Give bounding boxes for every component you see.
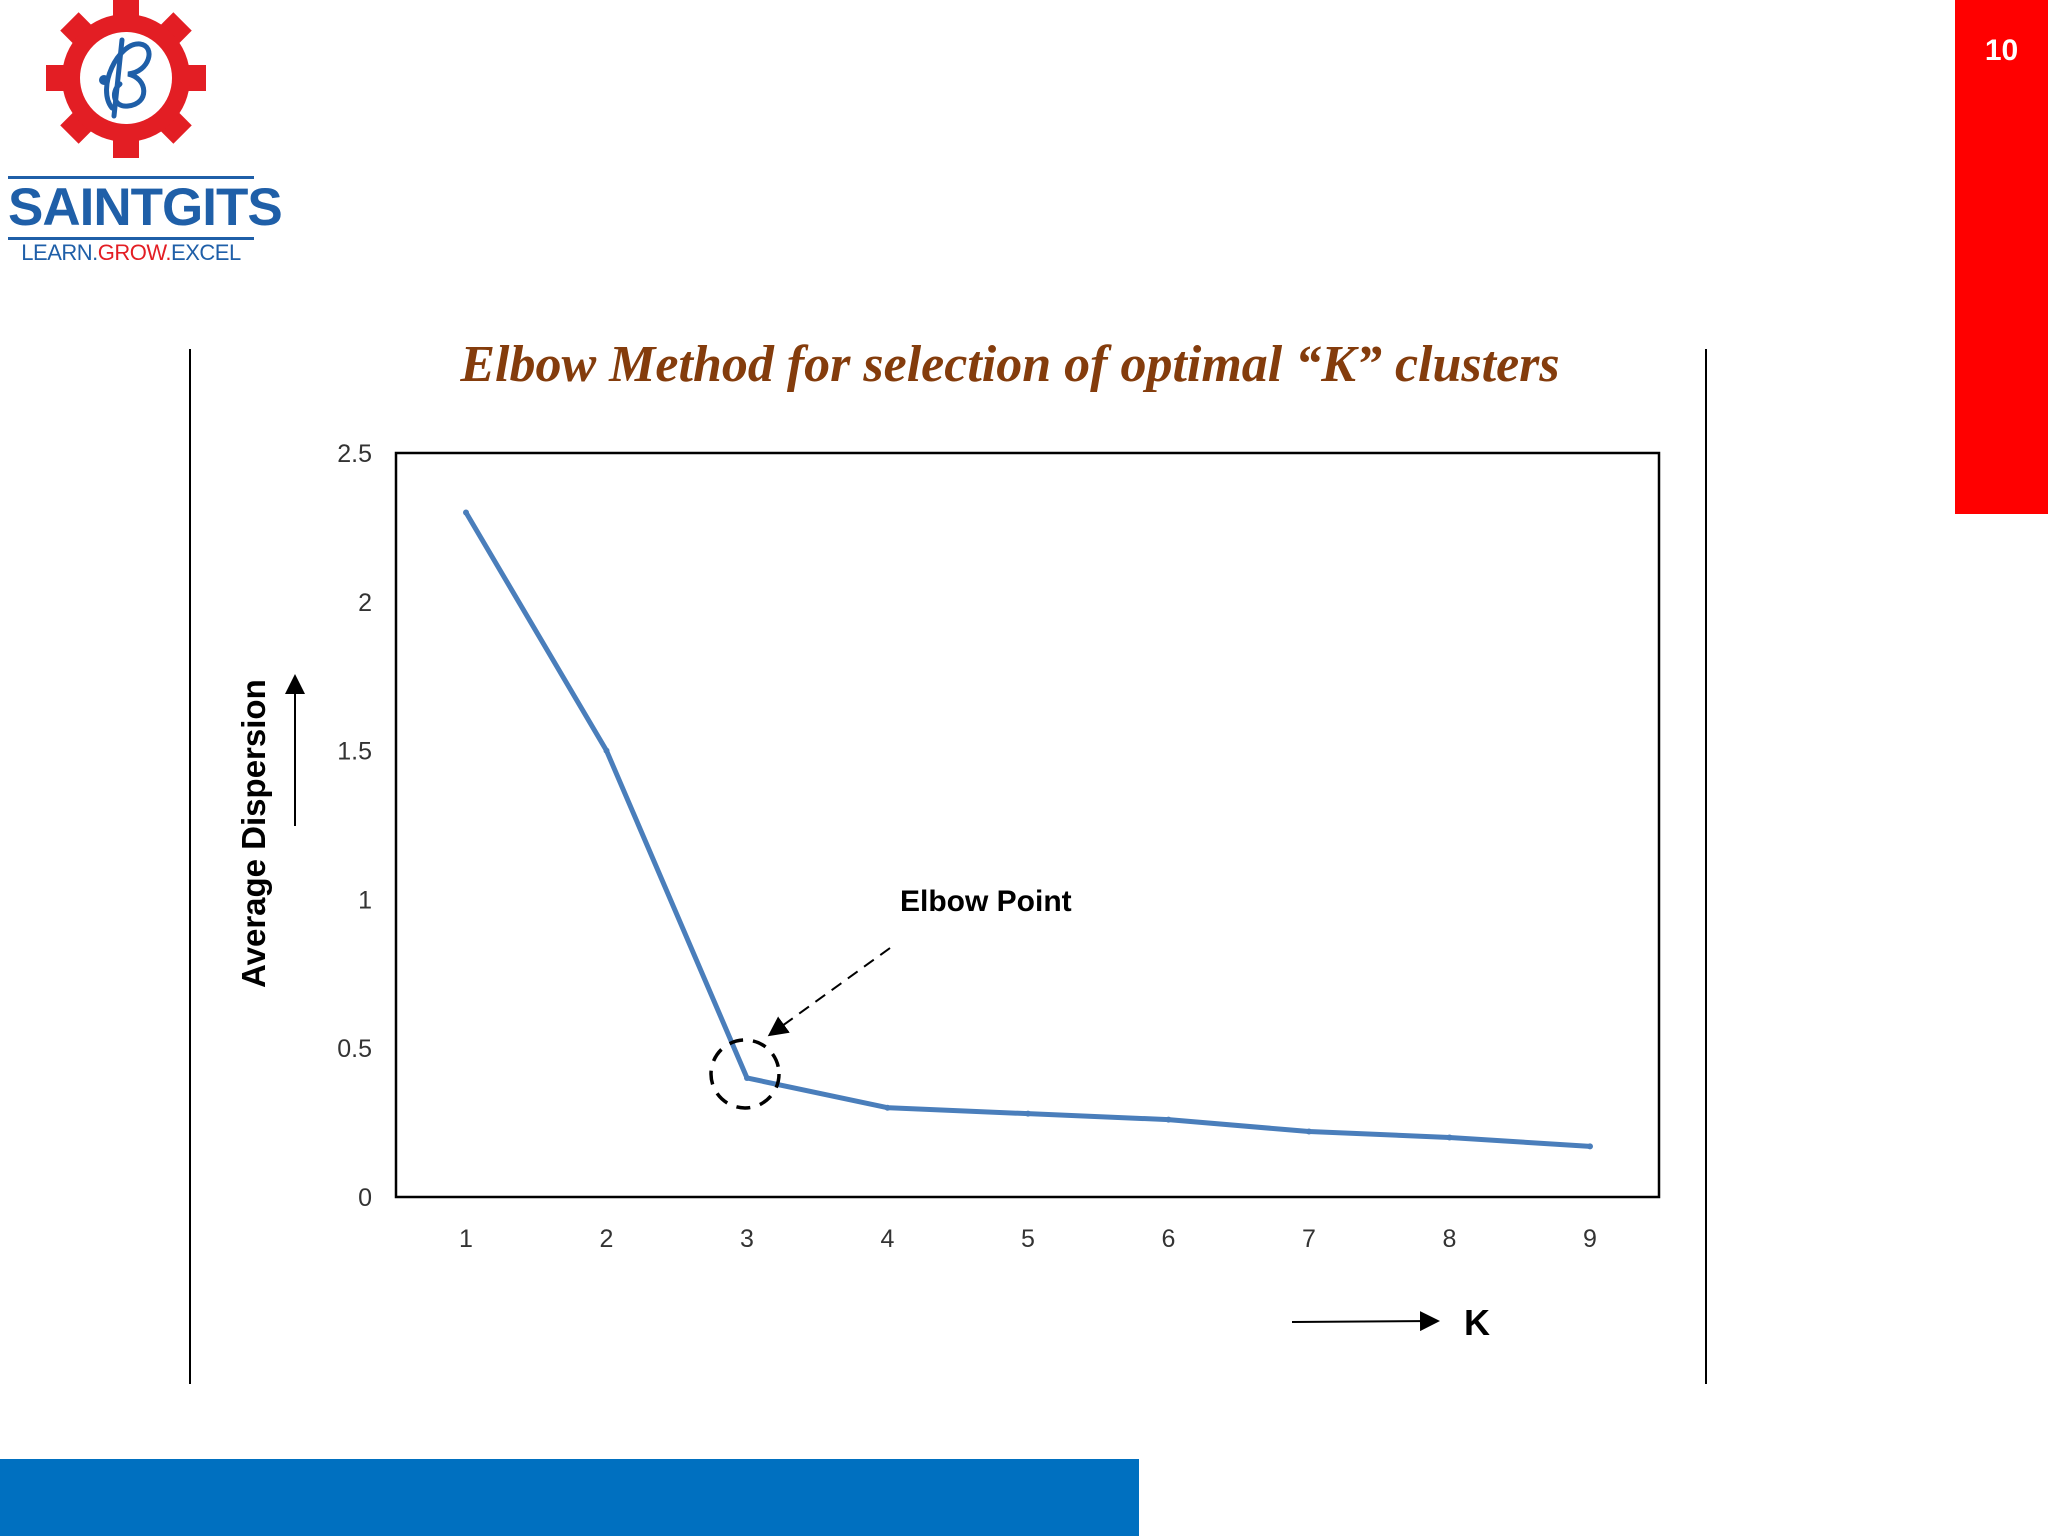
y-tick-label: 1 [358,886,372,914]
x-axis-arrow [1291,1311,1440,1332]
y-axis-label: Average Dispersion [235,679,272,988]
logo-name: SAINTGITS [8,176,283,240]
slide-number-bar: 10 [1955,0,2048,514]
data-point [1587,1143,1593,1150]
x-tick-label: 6 [1162,1225,1176,1253]
y-tick-label: 1.5 [337,738,372,766]
saintgits-logo: SAINTGITS LEARN.GROW.EXCEL [6,0,283,270]
x-tick-label: 4 [881,1225,895,1253]
data-point [603,747,610,754]
logo-tagline-learn: LEARN. [21,240,98,265]
y-tick-label: 0.5 [337,1035,372,1063]
x-tick-label: 2 [600,1225,614,1253]
figure-frame-right [1705,349,1707,1384]
x-tick-label: 7 [1302,1225,1316,1253]
slide-number: 10 [1984,34,2019,67]
x-tick-label: 5 [1021,1225,1035,1253]
elbow-point-label: Elbow Point [900,885,1072,918]
x-tick-label: 9 [1583,1225,1597,1253]
logo-tagline-excel: EXCEL [171,240,241,265]
data-point [1025,1110,1031,1117]
data-point [1446,1134,1453,1141]
logo-tagline-grow: GROW. [97,240,172,265]
y-tick-label: 2.5 [337,440,372,468]
x-tick-label: 1 [459,1225,473,1253]
data-point [463,509,469,516]
x-tick-label: 8 [1443,1225,1457,1253]
data-point [744,1074,750,1081]
series-line [463,510,1593,1149]
figure-frame-left [189,349,191,1384]
y-tick-label: 0 [358,1184,372,1212]
x-tick-labels: 1 2 3 4 5 6 7 8 9 [459,1225,1597,1253]
x-axis-label: K [1464,1302,1490,1343]
elbow-arrow [767,947,891,1037]
data-point [1165,1116,1172,1123]
logo-tagline: LEARN.GROW.EXCEL [8,240,254,266]
data-point [884,1104,891,1111]
footer-bar [0,1459,1139,1536]
gear-logo-icon [46,0,206,158]
chart-title: Elbow Method for selection of optimal “K… [460,336,1560,393]
y-tick-label: 2 [358,589,372,617]
plot-area [394,451,1661,1199]
data-point [1306,1128,1312,1135]
y-tick-labels: 0 0.5 1 1.5 2 2.5 [337,440,372,1212]
elbow-point-marker [709,1038,781,1110]
x-tick-label: 3 [740,1225,754,1253]
